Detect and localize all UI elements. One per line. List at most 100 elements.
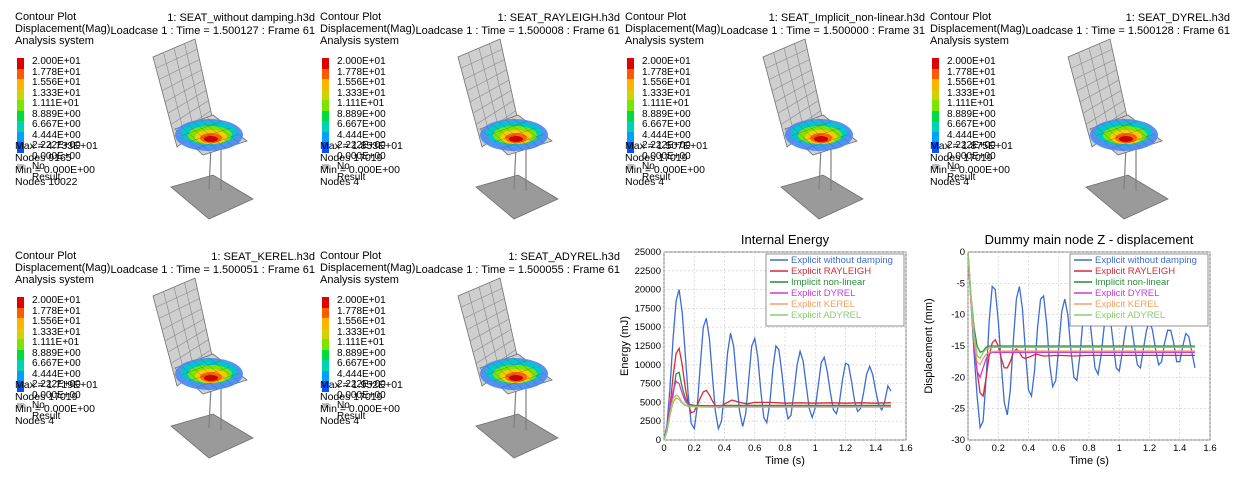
system-label: Analysis system <box>320 274 399 286</box>
legend-value: 1.778E+01 <box>337 66 386 78</box>
legend-value: 8.889E+00 <box>32 347 81 359</box>
y-tick-label: 7500 <box>640 379 661 390</box>
legend-value: 0.000E+00 <box>337 150 386 162</box>
legend-value: 2.222E+00 <box>337 379 386 390</box>
seat-model-image <box>762 38 864 220</box>
series-line <box>664 346 891 440</box>
no-result-label: No Result <box>337 400 366 422</box>
no-result-swatch <box>17 164 24 169</box>
max-nodes: Nodes 17019 <box>15 391 78 403</box>
x-tick-label: 0.4 <box>1022 443 1035 454</box>
legend-swatch <box>17 339 24 350</box>
max-nodes: Nodes 17019 <box>320 391 383 403</box>
legend-value: 4.444E+00 <box>32 368 81 380</box>
legend-label: Explicit RAYLEIGH <box>1095 266 1175 277</box>
legend-label: Explicit DYREL <box>1095 288 1159 299</box>
min-value: Min = 0.000E+00 <box>15 403 95 415</box>
legend-value: 6.667E+00 <box>337 358 386 369</box>
legend-swatch <box>17 370 24 381</box>
legend-swatch <box>932 79 939 90</box>
x-axis-label: Time (s) <box>765 455 805 467</box>
legend-swatch <box>627 142 634 153</box>
legend-swatch <box>17 121 24 132</box>
legend-value: 2.000E+01 <box>337 56 386 67</box>
plot-title: Contour Plot <box>15 11 77 23</box>
max-nodes: Nodes 17019 <box>930 152 993 164</box>
legend-value: 2.000E+01 <box>947 56 996 67</box>
seat-model-image <box>152 277 254 459</box>
max-value: Max = 4.733E+01 <box>15 140 98 152</box>
file-name: 1: SEAT_KEREL.h3d <box>211 251 315 263</box>
legend-swatch <box>17 297 24 308</box>
legend-swatch <box>627 131 634 142</box>
result-type: Displacement(Mag) <box>625 23 721 35</box>
legend-value: 2.000E+01 <box>32 56 81 67</box>
y-tick-label: 2500 <box>640 416 661 427</box>
contour-panel: Contour Plot Displacement(Mag) Analysis sy… <box>320 250 620 475</box>
legend-swatch <box>322 328 329 339</box>
legend-value: 1.333E+01 <box>642 87 691 99</box>
legend-value: 4.444E+00 <box>947 129 996 141</box>
legend-swatch <box>322 381 329 392</box>
legend-value: 4.444E+00 <box>642 129 691 141</box>
result-type: Displacement(Mag) <box>320 23 416 35</box>
seat-model-image <box>457 38 559 220</box>
legend-value: 2.222E+00 <box>642 140 691 151</box>
no-result-swatch <box>17 403 24 408</box>
seat-model <box>143 268 283 473</box>
legend-swatch <box>322 339 329 350</box>
legend-swatch <box>322 100 329 111</box>
legend-label: Explicit without damping <box>1095 255 1197 266</box>
legend-value: 1.111E+01 <box>642 98 690 109</box>
legend-value: 2.222E+00 <box>32 140 81 151</box>
legend-value: 8.889E+00 <box>642 108 691 120</box>
legend-swatch <box>932 68 939 79</box>
legend-swatch <box>17 307 24 318</box>
legend-label: Explicit without damping <box>791 255 893 266</box>
series-line <box>968 252 1195 380</box>
x-tick-label: 1.4 <box>1173 443 1186 454</box>
system-label: Analysis system <box>15 35 94 47</box>
legend-value: 1.556E+01 <box>32 316 81 327</box>
legend-swatch <box>17 328 24 339</box>
legend-swatch <box>322 131 329 142</box>
min-max-stats: Max = 1.719E+01 Nodes 17019 Min = 0.000E+0… <box>15 379 98 427</box>
legend-swatch <box>322 349 329 360</box>
legend-swatch <box>932 142 939 153</box>
max-value: Max = 1.507E+01 <box>625 140 708 152</box>
y-tick-label: 12500 <box>635 341 661 352</box>
legend-swatch <box>17 89 24 100</box>
legend-swatch <box>17 100 24 111</box>
min-max-stats: Max = 1.952E+01 Nodes 17019 Min = 0.000E+0… <box>320 379 403 427</box>
x-tick-label: 0 <box>965 443 970 454</box>
max-value: Max = 1.952E+01 <box>320 379 403 391</box>
min-value: Min = 0.000E+00 <box>15 164 95 176</box>
panel-header: Contour Plot Displacement(Mag) Analysis sy… <box>15 250 110 286</box>
file-name: 1: SEAT_DYREL.h3d <box>1125 12 1230 24</box>
file-name: 1: SEAT_ADYREL.h3d <box>508 251 620 263</box>
x-axis-label: Time (s) <box>1069 455 1109 467</box>
legend-swatch <box>627 68 634 79</box>
contour-panel: Contour Plot Displacement(Mag) Analysis sy… <box>320 11 620 236</box>
legend-value: 1.778E+01 <box>947 66 996 78</box>
y-tick-label: 15000 <box>635 322 661 333</box>
x-tick-label: 0 <box>661 443 666 454</box>
legend-swatch <box>932 100 939 111</box>
seat-model-image <box>457 277 559 459</box>
x-tick-label: 1 <box>1117 443 1122 454</box>
plot-title: Contour Plot <box>320 11 382 23</box>
x-tick-label: 0.6 <box>748 443 761 454</box>
legend-swatch <box>322 89 329 100</box>
legend-swatch <box>932 89 939 100</box>
legend-swatch <box>322 121 329 132</box>
panel-header: Contour Plot Displacement(Mag) Analysis sy… <box>15 11 110 47</box>
legend-value: 2.000E+01 <box>32 295 81 306</box>
series-line <box>968 252 1195 360</box>
legend-swatch <box>17 318 24 329</box>
legend-swatch <box>932 131 939 142</box>
legend-value: 1.556E+01 <box>32 77 81 88</box>
file-name: 1: SEAT_Implicit_non-linear.h3d <box>768 12 925 24</box>
contour-panel: Contour Plot Displacement(Mag) Analysis sy… <box>15 250 315 475</box>
x-tick-label: 0.8 <box>1082 443 1095 454</box>
x-tick-label: 0.2 <box>688 443 701 454</box>
